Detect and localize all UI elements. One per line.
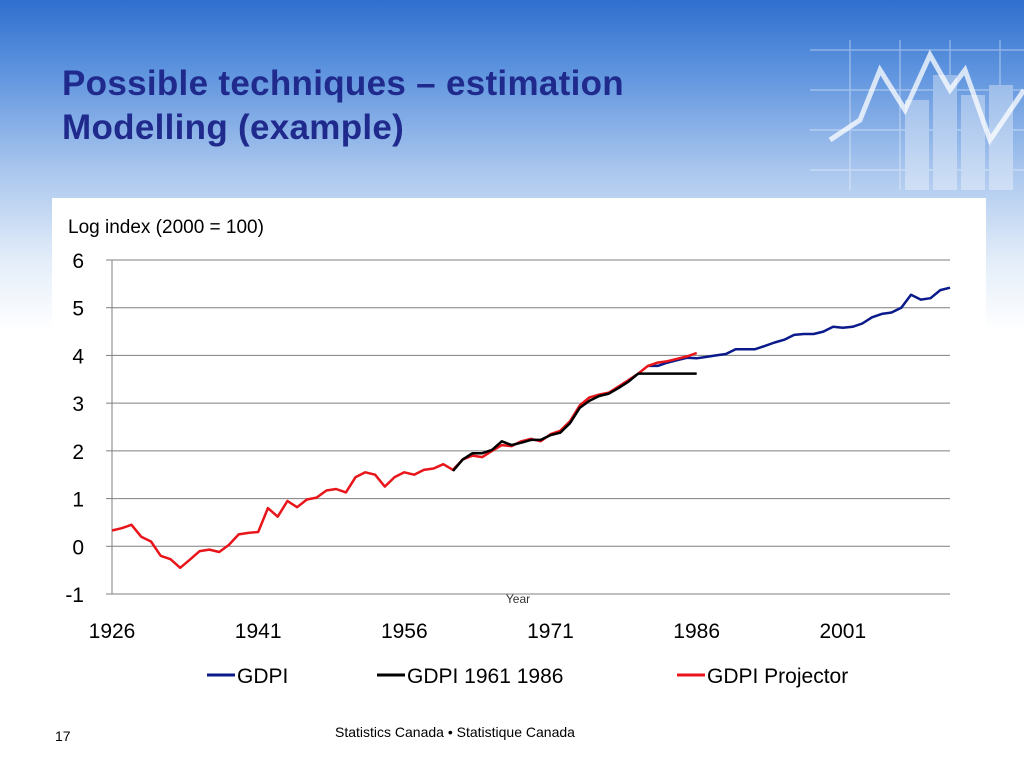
slide-title: Possible techniques – estimation Modelli… bbox=[62, 62, 624, 150]
line-chart: Log index (2000 = 100) -1 0 1 2 3 4 5 6 1926 194… bbox=[65, 217, 951, 688]
legend-label: GDPI Projector bbox=[707, 665, 848, 688]
y-tick-label: 4 bbox=[72, 345, 84, 368]
series-line-1 bbox=[647, 286, 951, 368]
deco-bar bbox=[933, 75, 957, 190]
y-tick-label: 6 bbox=[72, 250, 84, 273]
x-axis-title: Year bbox=[506, 592, 530, 606]
legend-label: GDPI 1961 1986 bbox=[407, 665, 563, 688]
series-line-3 bbox=[111, 351, 698, 570]
deco-zigzag-line bbox=[828, 49, 1024, 146]
x-tick-label: 2001 bbox=[819, 620, 866, 643]
legend-label: GDPI bbox=[237, 665, 288, 688]
y-tick-label: 1 bbox=[72, 489, 84, 512]
x-tick-label: 1941 bbox=[235, 620, 282, 643]
y-tick-label: -1 bbox=[65, 584, 84, 607]
y-tick-label: 0 bbox=[72, 536, 84, 559]
y-tick-label: 3 bbox=[72, 393, 84, 416]
series-line-2 bbox=[452, 372, 697, 472]
x-tick-label: 1956 bbox=[381, 620, 428, 643]
y-axis-title: Log index (2000 = 100) bbox=[68, 217, 264, 238]
footer-text: Statistics Canada • Statistique Canada bbox=[335, 724, 575, 740]
y-tick-label: 2 bbox=[72, 441, 84, 464]
slide-title-line1: Possible techniques – estimation bbox=[62, 64, 624, 103]
x-tick-label: 1926 bbox=[89, 620, 136, 643]
page-number: 17 bbox=[55, 728, 71, 744]
y-tick-label: 5 bbox=[72, 298, 84, 321]
header-decoration bbox=[810, 40, 1024, 190]
x-tick-label: 1971 bbox=[527, 620, 574, 643]
chart-panel: Log index (2000 = 100) -1 0 1 2 3 4 5 6 1926 194… bbox=[52, 198, 986, 708]
deco-bar bbox=[905, 100, 929, 190]
slide-title-line2: Modelling (example) bbox=[62, 108, 405, 147]
x-tick-label: 1986 bbox=[673, 620, 720, 643]
